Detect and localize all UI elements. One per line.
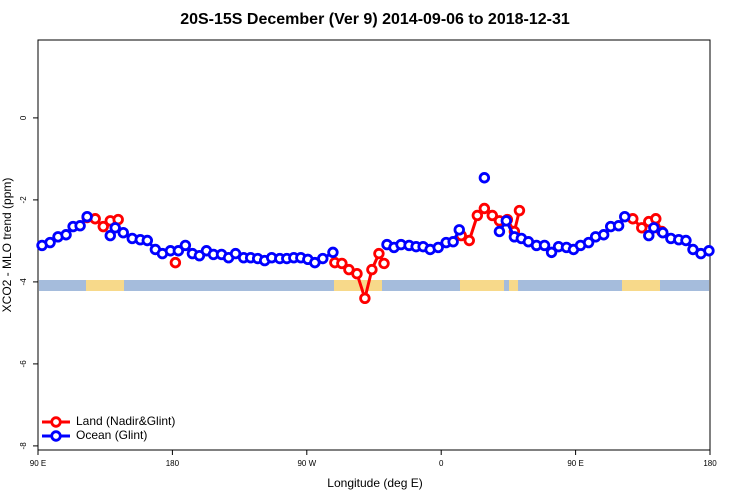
land-strip: [86, 280, 124, 291]
y-tick-label: -2: [19, 196, 28, 204]
data-point: [97, 220, 109, 233]
data-point: [317, 252, 329, 265]
data-point: [179, 239, 192, 252]
y-tick-label: -4: [19, 278, 28, 286]
data-point: [117, 226, 129, 239]
data-point: [648, 222, 660, 234]
data-point: [538, 239, 551, 252]
data-point: [366, 263, 378, 276]
legend-label: Ocean (Glint): [76, 428, 147, 442]
surface-strip: [39, 280, 709, 291]
data-point: [44, 236, 56, 249]
data-point: [373, 247, 385, 260]
land-strip: [509, 280, 518, 291]
data-point: [597, 229, 610, 241]
x-axis-label: Longitude (deg E): [327, 476, 422, 490]
data-point: [493, 225, 506, 238]
x-tick-label: 180: [703, 459, 717, 468]
data-point: [478, 172, 491, 184]
x-tick-label: 90 E: [30, 459, 46, 468]
data-point: [636, 222, 648, 234]
data-point: [643, 229, 655, 242]
data-point: [703, 245, 715, 257]
data-point: [141, 234, 154, 247]
data-point: [81, 211, 93, 223]
land-strip: [460, 280, 504, 291]
data-point: [513, 204, 526, 217]
data-point: [327, 246, 339, 259]
data-point: [172, 245, 185, 257]
data-point: [432, 241, 444, 254]
data-point: [169, 256, 182, 269]
data-point: [453, 224, 465, 236]
y-tick-label: -6: [19, 360, 28, 368]
x-tick-label: 180: [166, 459, 180, 468]
y-tick-label: 0: [19, 115, 28, 120]
x-tick-label: 0: [439, 459, 444, 468]
data-point: [351, 268, 363, 280]
data-point: [60, 229, 72, 241]
legend-marker: [50, 416, 62, 428]
land-strip: [334, 280, 382, 291]
chart-title: 20S-15S December (Ver 9) 2014-09-06 to 2…: [180, 11, 570, 28]
data-point: [463, 234, 475, 247]
data-point: [359, 292, 371, 305]
data-point: [486, 209, 498, 222]
data-point: [500, 215, 513, 227]
data-point: [447, 236, 459, 248]
data-point: [650, 213, 662, 225]
data-point: [612, 220, 625, 232]
y-axis-label: XCO2 - MLO trend (ppm): [0, 178, 14, 313]
data-point: [104, 229, 116, 242]
data-point: [336, 257, 348, 270]
y-tick-label: -8: [19, 442, 28, 450]
data-point: [582, 236, 595, 249]
x-tick-label: 90 W: [297, 459, 316, 468]
data-point: [74, 220, 86, 232]
land-strip: [622, 280, 660, 291]
data-point: [378, 257, 390, 270]
data-point: [657, 226, 669, 239]
data-point: [478, 202, 491, 215]
data-point: [680, 234, 692, 247]
x-tick-label: 90 E: [567, 459, 583, 468]
data-point: [109, 222, 121, 234]
data-point: [619, 211, 631, 223]
legend-marker: [50, 430, 62, 442]
data-point: [545, 246, 558, 259]
data-point: [471, 209, 484, 222]
legend-label: Land (Nadir&Glint): [76, 414, 175, 428]
